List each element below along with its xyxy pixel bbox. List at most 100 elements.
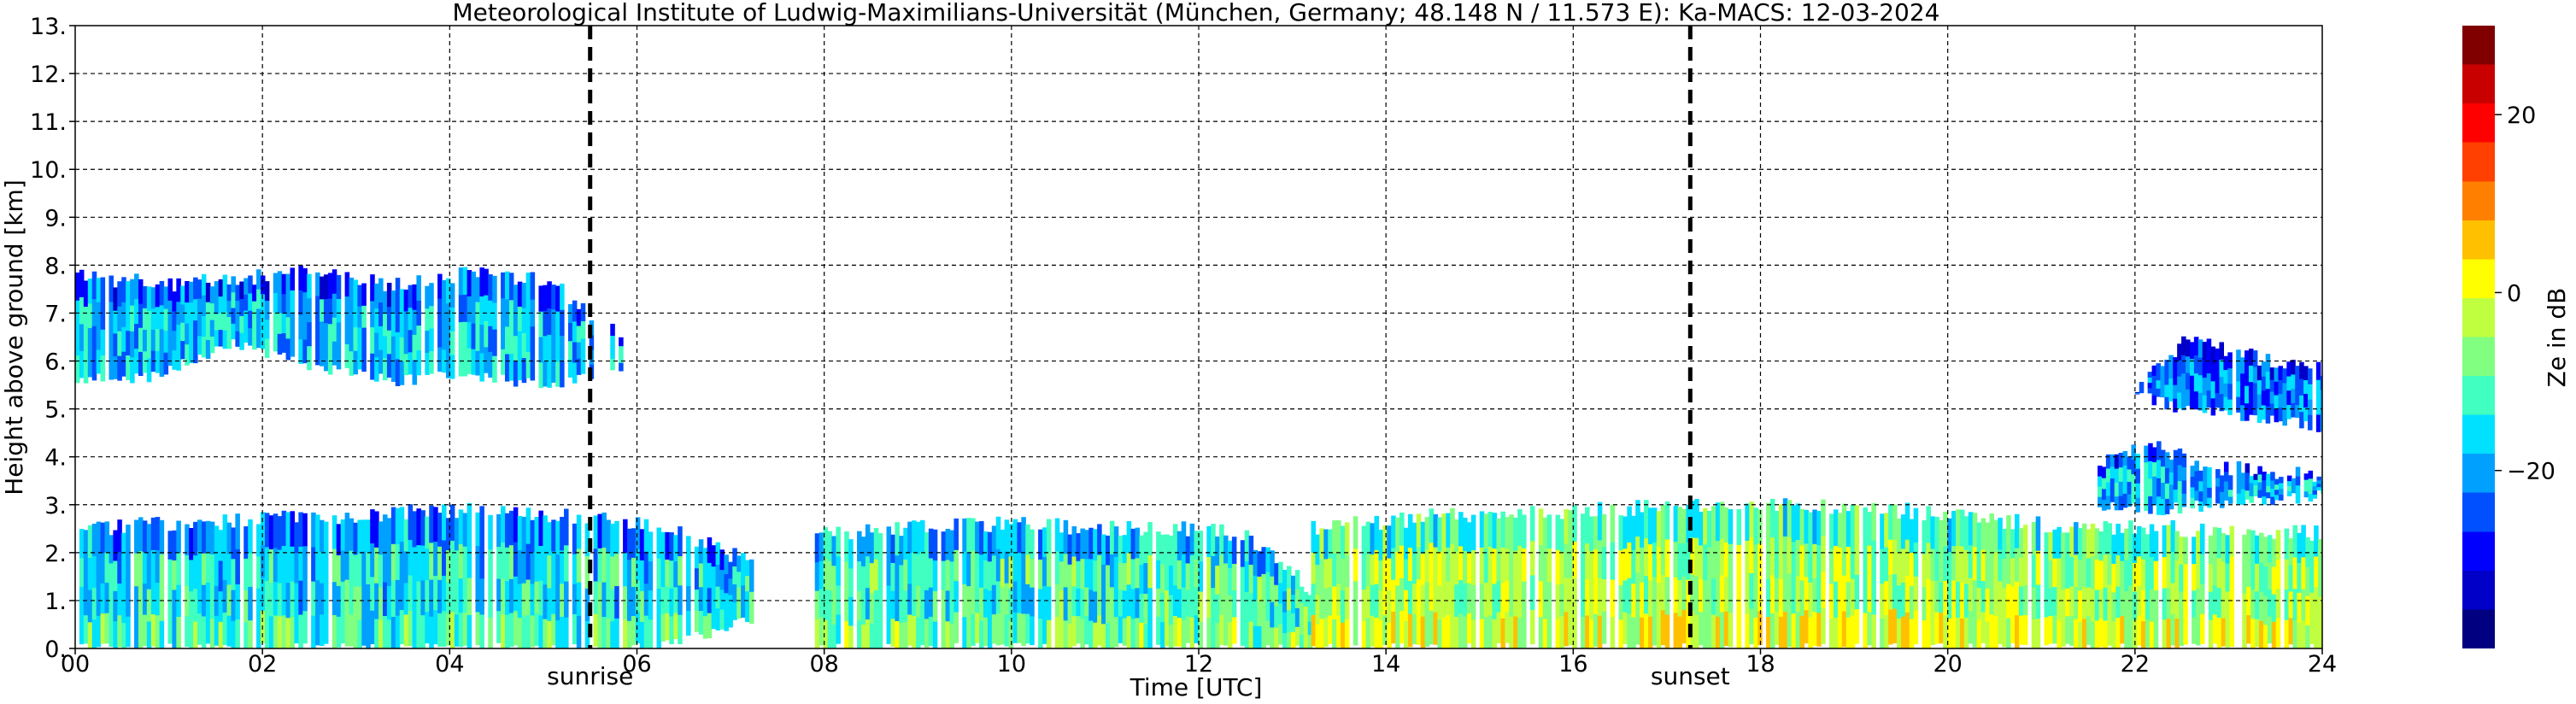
echo-cell (1766, 578, 1771, 617)
echo-cell (1063, 586, 1069, 621)
echo-cell (1993, 584, 1998, 617)
echo-cell (1198, 621, 1203, 648)
echo-cell (416, 544, 421, 582)
echo-cell (635, 579, 641, 613)
echo-cell (1287, 566, 1292, 589)
echo-cell (1093, 529, 1098, 561)
echo-cell (138, 618, 144, 648)
echo-cell (2177, 391, 2182, 409)
echo-cell (1101, 564, 1106, 595)
echo-cell (2173, 371, 2178, 385)
echo-cell (2198, 374, 2203, 393)
echo-cell (2303, 366, 2309, 381)
echo-cell (218, 296, 224, 314)
echo-cell (2137, 525, 2142, 557)
echo-cell (702, 593, 708, 617)
echo-cell (2198, 480, 2203, 492)
echo-cell (248, 327, 253, 346)
echo-cell (1328, 557, 1333, 588)
echo-cell (543, 618, 548, 648)
echo-cell (340, 581, 346, 613)
echo-cell (1353, 516, 1358, 549)
chart-title: Meteorological Institute of Ludwig-Maxim… (452, 0, 1939, 26)
echo-cell (416, 580, 421, 618)
echo-cell (1648, 616, 1653, 648)
echo-cell (916, 553, 921, 586)
echo-cell (374, 332, 379, 358)
echo-cell (844, 531, 849, 562)
echo-cell (285, 512, 291, 549)
echo-cell (307, 297, 312, 323)
echo-cell (2101, 499, 2107, 511)
echo-cell (1287, 631, 1292, 648)
echo-cell (1479, 511, 1485, 548)
echo-cell (273, 331, 279, 352)
echo-cell (302, 267, 308, 293)
echo-cell (1880, 513, 1885, 549)
echo-cell (1509, 582, 1514, 617)
echo-cell (626, 620, 632, 648)
echo-cell (214, 525, 220, 556)
echo-cell (222, 579, 228, 613)
echo-cell (1644, 613, 1649, 648)
echo-cell (1071, 585, 1077, 617)
echo-cell (2098, 589, 2104, 619)
echo-cell (848, 625, 854, 648)
echo-cell (2244, 385, 2250, 404)
echo-cell (2291, 481, 2297, 486)
echo-cell (2010, 557, 2016, 587)
echo-cell (2098, 496, 2103, 507)
echo-cell (96, 553, 102, 585)
echo-cell (2196, 559, 2201, 589)
echo-cell (1522, 613, 1527, 648)
echo-cell (2160, 373, 2165, 383)
echo-cell (1101, 623, 1106, 648)
echo-cell (962, 584, 967, 618)
echo-cell (1837, 513, 1843, 548)
echo-cell (508, 273, 514, 301)
echo-cell (525, 614, 531, 648)
echo-cell (109, 353, 114, 380)
echo-cell (1165, 618, 1170, 647)
echo-cell (176, 520, 181, 554)
echo-cell (656, 557, 662, 589)
echo-cell (639, 529, 645, 560)
echo-cell (484, 346, 489, 373)
echo-cell (475, 277, 480, 302)
echo-cell (2190, 486, 2196, 498)
echo-cell (932, 560, 938, 591)
echo-cell (1985, 588, 1991, 622)
echo-cell (2286, 485, 2292, 491)
echo-cell (555, 520, 560, 554)
echo-cell (2153, 619, 2159, 648)
echo-cell (2314, 617, 2319, 648)
echo-cell (1707, 546, 1712, 584)
echo-cell (361, 349, 367, 373)
echo-cell (2267, 589, 2273, 617)
echo-cell (320, 320, 325, 344)
echo-cell (2266, 479, 2271, 487)
echo-cell (1387, 557, 1392, 591)
echo-cell (471, 296, 477, 324)
echo-cell (1244, 591, 1250, 623)
echo-cell (370, 576, 375, 611)
echo-region-low-cloud-evening (1311, 498, 2322, 648)
echo-cell (1483, 582, 1489, 618)
echo-cell (711, 545, 717, 567)
echo-cell (370, 274, 375, 302)
echo-cell (2114, 454, 2120, 469)
echo-cell (513, 335, 519, 361)
echo-cell (736, 587, 742, 603)
echo-cell (1130, 528, 1136, 560)
echo-cell (2015, 548, 2020, 582)
echo-cell (2031, 554, 2037, 588)
echo-cell (2164, 360, 2169, 373)
echo-cell (185, 280, 190, 303)
echo-cell (2207, 466, 2212, 478)
echo-cell (2174, 560, 2180, 590)
echo-cell (2193, 373, 2199, 392)
echo-cell (244, 326, 249, 343)
echo-cell (496, 513, 502, 548)
echo-cell (336, 585, 342, 617)
echo-cell (711, 607, 717, 630)
